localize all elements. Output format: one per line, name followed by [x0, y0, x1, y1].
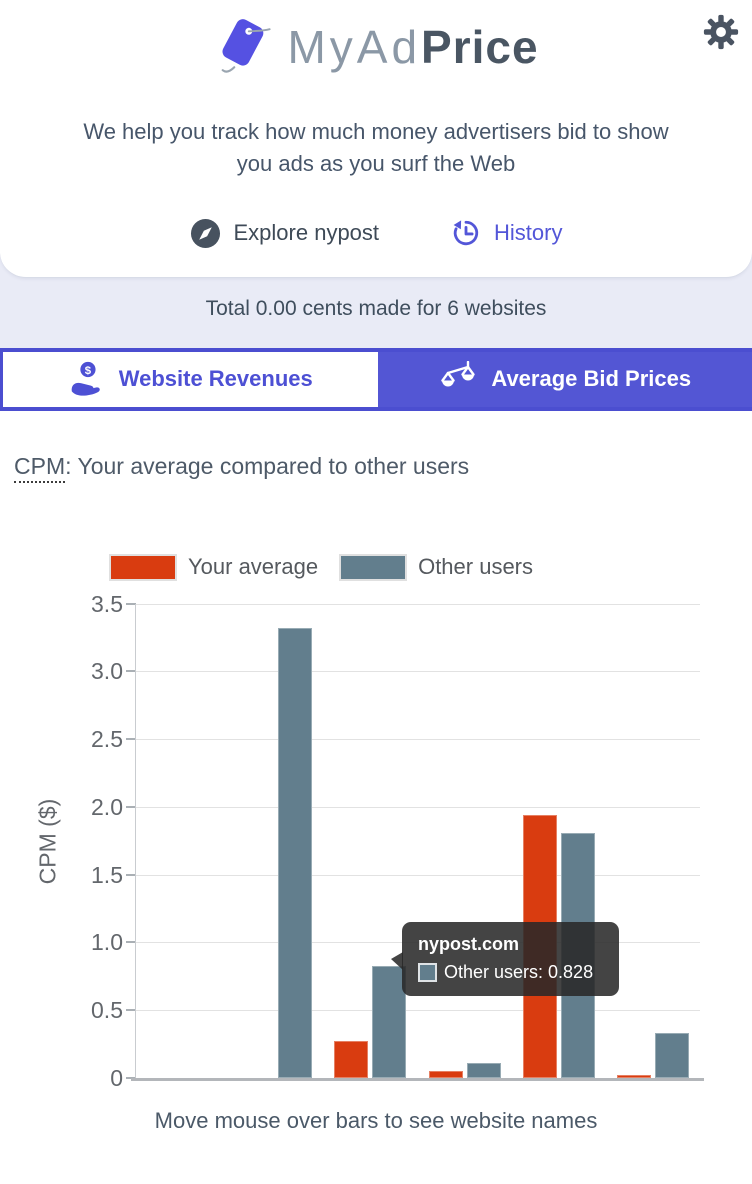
gear-icon [703, 14, 739, 50]
chart-legend: Your average Other users [109, 553, 554, 581]
bar-other-users[interactable] [655, 1033, 689, 1078]
y-tick-mark [126, 805, 136, 808]
tab-website-revenues[interactable]: $ Website Revenues [3, 351, 378, 407]
bar-other-users[interactable] [278, 628, 312, 1078]
explore-link[interactable]: Explore nypost [190, 218, 380, 249]
gridline [135, 739, 700, 741]
header-card: MyAdPrice We help you track how much mon… [0, 0, 752, 278]
tooltip-row: Other users: 0.828 [418, 962, 603, 983]
gridline [135, 874, 700, 876]
compass-icon [190, 218, 220, 248]
y-tick-mark [126, 941, 136, 944]
tagline: We help you track how much money adverti… [83, 119, 669, 176]
legend-swatch-other-users [339, 553, 408, 581]
svg-text:$: $ [85, 365, 92, 377]
y-tick-label: 2.0 [91, 793, 123, 820]
y-tick-label: 0.5 [91, 997, 123, 1024]
tab-average-bid-prices-label: Average Bid Prices [491, 366, 692, 392]
tab-bar: $ Website Revenues Average Bid Prices [0, 347, 752, 411]
y-tick-mark [126, 670, 136, 673]
y-tick-label: 1.0 [91, 929, 123, 956]
tooltip-title: nypost.com [418, 933, 520, 954]
y-axis-line [135, 603, 136, 1078]
status-text: Total 0.00 cents made for 6 websites [205, 296, 547, 320]
tooltip-text: Other users: 0.828 [444, 961, 594, 982]
settings-button[interactable] [702, 14, 740, 52]
chart-plot: 3.5 3.0 2.5 2.0 1.5 1.0 0.5 0 [0, 542, 752, 1102]
y-tick-label: 3.0 [91, 658, 123, 685]
y-tick-label: 1.5 [91, 861, 123, 888]
bar-your-average[interactable] [428, 1071, 463, 1078]
y-tick-label: 0 [110, 1064, 123, 1091]
bar-your-average[interactable] [617, 1075, 651, 1078]
y-tick-mark [126, 602, 136, 605]
bar-other-users[interactable] [372, 965, 407, 1078]
explore-link-label: Explore nypost [233, 220, 380, 246]
status-bar: Total 0.00 cents made for 6 websites [0, 278, 752, 348]
tab-average-bid-prices[interactable]: Average Bid Prices [377, 351, 752, 407]
legend-label-your-average: Your average [188, 554, 319, 580]
cpm-chart: Your average Other users CPM ($) 3.5 3.0 2… [0, 542, 752, 1102]
gridline [135, 806, 700, 808]
header-section: MyAdPrice We help you track how much mon… [0, 0, 752, 348]
header-links: Explore nypost History [0, 218, 752, 249]
scales-icon [441, 361, 476, 387]
chart-tooltip: nypost.com Other users: 0.828 [391, 921, 619, 996]
section-title: CPM: Your average compared to other user… [14, 452, 752, 483]
gridline [135, 603, 700, 605]
brand-name-bold: Price [421, 21, 539, 73]
bar-your-average[interactable] [334, 1041, 369, 1078]
history-icon [453, 220, 479, 246]
brand-name: MyAdPrice [287, 20, 538, 74]
y-tick-mark [126, 738, 136, 741]
tab-website-revenues-label: Website Revenues [118, 366, 313, 392]
gridline [135, 1010, 700, 1012]
price-tag-icon [222, 19, 272, 73]
bar-other-users[interactable] [466, 1062, 501, 1078]
legend-swatch-your-average [109, 553, 177, 581]
hand-coin-icon: $ [71, 362, 100, 396]
history-link-label: History [494, 220, 563, 246]
history-link[interactable]: History [451, 218, 562, 248]
brand-name-light: MyAd [287, 21, 422, 73]
y-tick-label: 2.5 [91, 726, 123, 753]
brand-logo: MyAdPrice [0, 16, 752, 78]
cpm-abbr[interactable]: CPM [14, 452, 66, 483]
x-axis-line [131, 1077, 704, 1081]
legend-label-other-users: Other users [418, 554, 534, 580]
tooltip-swatch [418, 962, 437, 982]
y-tick-mark [126, 873, 136, 876]
gridline [135, 671, 700, 673]
chart-caption: Move mouse over bars to see website name… [154, 1107, 598, 1133]
y-tick-mark [126, 1009, 136, 1012]
y-tick-label: 3.5 [91, 590, 123, 617]
section-title-rest: : Your average compared to other users [65, 452, 470, 479]
